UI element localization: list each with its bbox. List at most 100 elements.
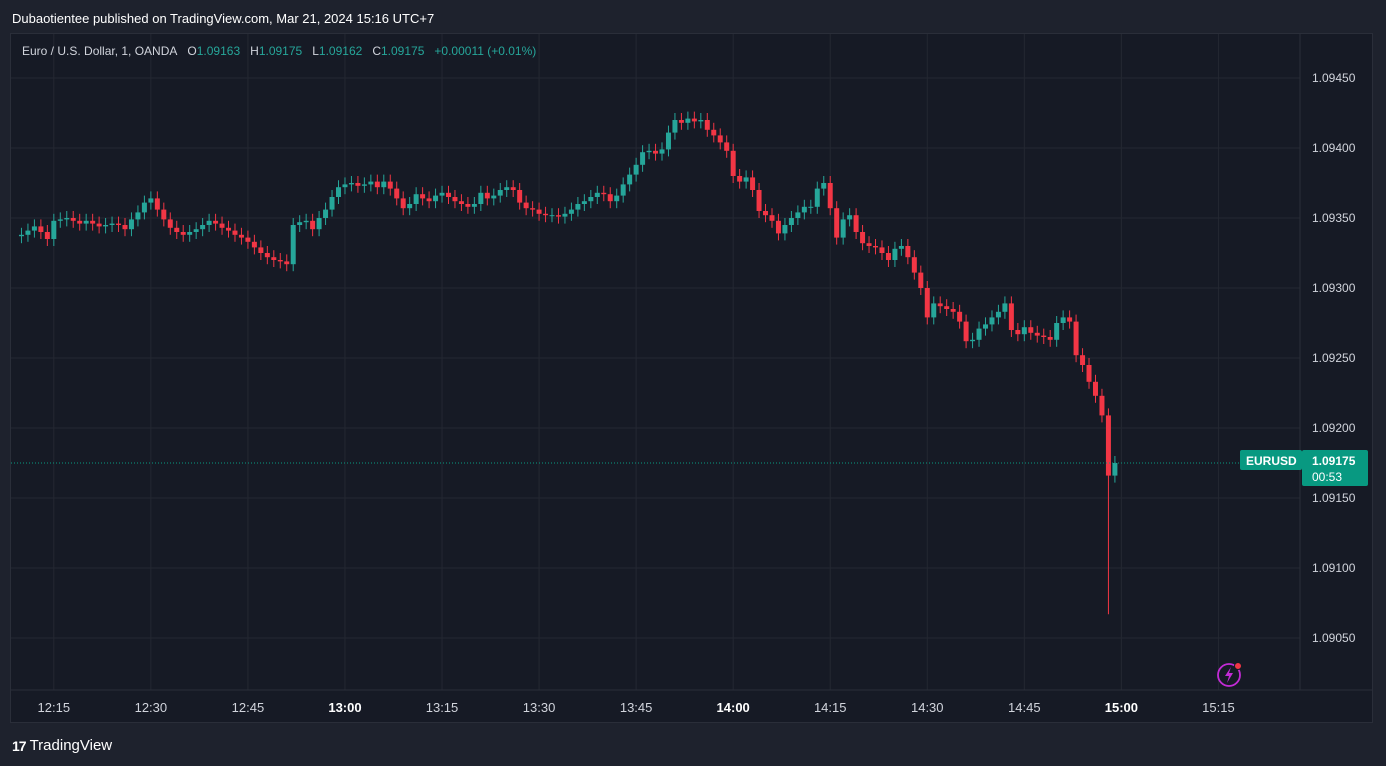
candle-body: [847, 215, 853, 220]
candle-body: [122, 225, 128, 230]
candle-body: [517, 190, 523, 203]
candle-body: [543, 213, 549, 216]
candle-body: [445, 192, 451, 197]
candle-body: [737, 176, 743, 182]
candles: [18, 111, 1118, 615]
candle-body: [885, 253, 891, 260]
candle-body: [57, 219, 63, 221]
candle-body: [25, 230, 31, 235]
candle-body: [685, 118, 691, 123]
candle-body: [1002, 303, 1008, 312]
candle-body: [1099, 395, 1105, 416]
candle-body: [763, 211, 769, 216]
candle-body: [193, 229, 199, 232]
candle-body: [226, 227, 232, 231]
candle-body: [769, 215, 775, 221]
candle-body: [238, 234, 244, 238]
price-tag-price-box: [1302, 450, 1368, 486]
candle-body: [594, 192, 600, 197]
candle-body: [439, 192, 445, 196]
brand-name: TradingView: [29, 737, 113, 754]
candle-body: [530, 208, 536, 210]
candle-body: [1073, 321, 1079, 356]
time-tick-label: 14:15: [814, 700, 847, 715]
candle-body: [918, 272, 924, 288]
candle-body: [549, 215, 555, 217]
legend-high-value: 1.09175: [258, 44, 303, 58]
candle-body: [245, 237, 251, 242]
candle-body: [730, 150, 736, 176]
price-tag: EURUSD 1.09175 00:53: [1240, 450, 1368, 486]
legend-symbol: Euro / U.S. Dollar, 1, OANDA: [22, 44, 178, 58]
candle-body: [465, 204, 471, 207]
tradingview-brand[interactable]: 17 TradingView: [12, 737, 112, 754]
candle-body: [394, 188, 400, 199]
candle-body: [743, 177, 749, 182]
time-tick-label: 13:00: [328, 700, 361, 715]
candle-body: [148, 198, 154, 203]
candle-body: [342, 184, 348, 188]
candle-body: [911, 257, 917, 273]
candle-body: [413, 194, 419, 204]
candle-body: [51, 220, 57, 239]
candle-body: [213, 220, 219, 224]
candle-body: [717, 135, 723, 143]
price-tick-label: 1.09300: [1312, 281, 1356, 295]
candle-body: [64, 218, 70, 220]
candle-body: [167, 219, 173, 228]
lightning-icon[interactable]: [1217, 662, 1242, 687]
candle-body: [433, 195, 439, 202]
price-tag-symbol-box: [1240, 450, 1302, 470]
candle-body: [484, 192, 490, 199]
price-tick-label: 1.09400: [1312, 141, 1356, 155]
price-tag-price: 1.09175: [1312, 454, 1356, 468]
candle-body: [103, 225, 109, 227]
time-tick-label: 15:15: [1202, 700, 1235, 715]
candle-body: [83, 220, 89, 224]
candle-body: [44, 232, 50, 239]
time-tick-label: 15:00: [1105, 700, 1138, 715]
candle-body: [601, 192, 607, 195]
candle-body: [931, 303, 937, 318]
candle-body: [96, 223, 102, 227]
candle-body: [200, 225, 206, 230]
candle-body: [898, 246, 904, 249]
published-header: Dubaotientee published on TradingView.co…: [12, 11, 435, 26]
candle-body: [264, 253, 270, 258]
candle-body: [1028, 327, 1034, 333]
grid-lines: [11, 34, 1300, 690]
candle-body: [374, 181, 380, 188]
candle-body: [426, 198, 432, 202]
candle-body: [251, 241, 257, 248]
candle-body: [38, 226, 44, 232]
time-tick-label: 13:45: [620, 700, 653, 715]
candle-body: [633, 164, 639, 175]
candle-body: [801, 206, 807, 213]
candle-body: [258, 247, 264, 253]
candle-body: [458, 201, 464, 204]
candle-body: [879, 247, 885, 253]
candle-body: [724, 142, 730, 151]
candle-body: [232, 230, 238, 235]
legend-low-label: L: [312, 44, 319, 58]
candle-body: [1086, 365, 1092, 382]
candle-body: [698, 120, 704, 122]
candle-body: [284, 261, 290, 265]
candle-body: [562, 213, 568, 217]
candle-body: [1008, 303, 1014, 330]
candle-body: [788, 218, 794, 225]
candle-body: [1080, 355, 1086, 365]
candle-body: [355, 183, 361, 186]
candle-body: [1047, 337, 1053, 340]
candle-body: [678, 120, 684, 123]
legend-low-value: 1.09162: [318, 44, 363, 58]
candle-body: [77, 220, 83, 224]
tradingview-logo-icon: 17: [12, 737, 27, 754]
time-tick-label: 14:45: [1008, 700, 1041, 715]
price-tag-countdown: 00:53: [1312, 470, 1342, 484]
candle-body: [860, 232, 866, 244]
candle-body: [348, 183, 354, 185]
candle-body: [1054, 323, 1060, 340]
candle-body: [827, 183, 833, 209]
